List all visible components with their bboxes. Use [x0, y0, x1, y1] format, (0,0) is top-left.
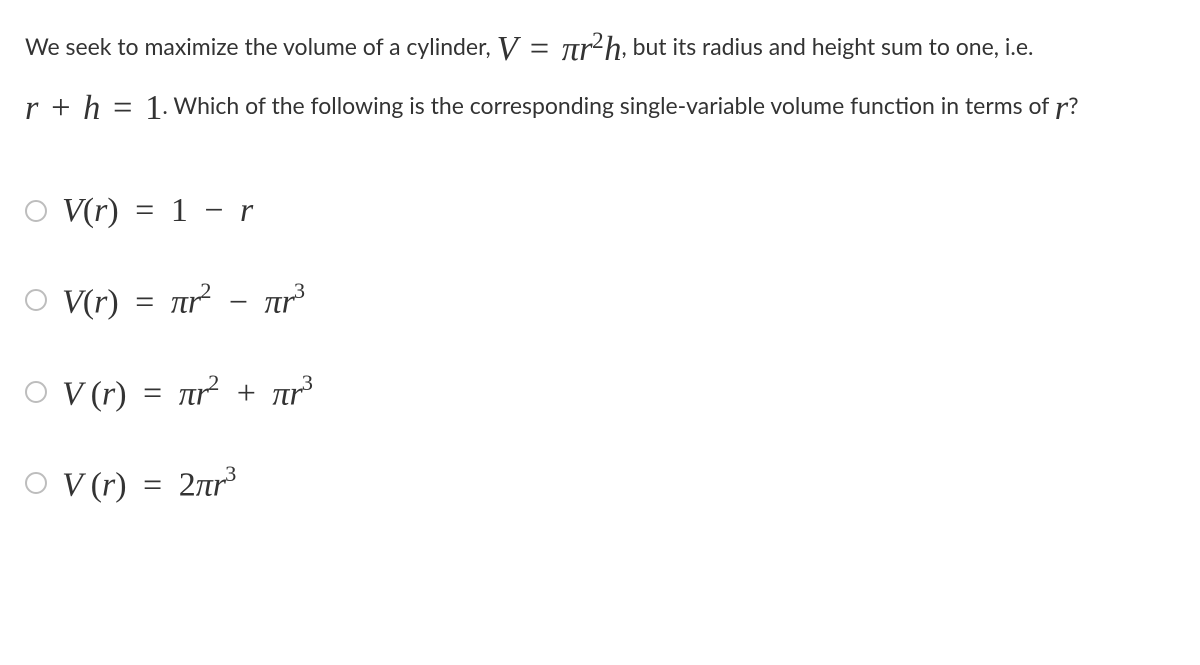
option-3[interactable]: V (r) = πr2 + πr3 — [25, 370, 1175, 414]
option-2[interactable]: V(r) = πr2 − πr3 — [25, 278, 1175, 322]
question-part-1: We seek to maximize the volume of a cyli… — [25, 32, 497, 60]
formula-volume: V = πr2h — [497, 30, 622, 68]
options-list: V(r) = 1 − r V(r) = πr2 − πr3 V (r) = πr… — [25, 192, 1175, 505]
question-part-2: , but its radius and height sum to one, … — [622, 32, 1034, 60]
option-3-formula: V (r) = πr2 + πr3 — [62, 370, 314, 414]
formula-r: r — [1055, 89, 1068, 127]
formula-constraint: r + h = 1 — [25, 89, 162, 127]
question-part-3: . Which of the following is the correspo… — [162, 91, 1054, 119]
option-2-formula: V(r) = πr2 − πr3 — [62, 278, 306, 322]
option-1-formula: V(r) = 1 − r — [62, 192, 253, 230]
radio-icon — [25, 381, 47, 403]
option-4[interactable]: V (r) = 2πr3 — [25, 461, 1175, 505]
radio-icon — [25, 200, 47, 222]
question-text: We seek to maximize the volume of a cyli… — [25, 20, 1175, 137]
option-4-formula: V (r) = 2πr3 — [62, 461, 237, 505]
radio-icon — [25, 472, 47, 494]
option-1[interactable]: V(r) = 1 − r — [25, 192, 1175, 230]
question-part-4: ? — [1068, 91, 1078, 119]
radio-icon — [25, 289, 47, 311]
